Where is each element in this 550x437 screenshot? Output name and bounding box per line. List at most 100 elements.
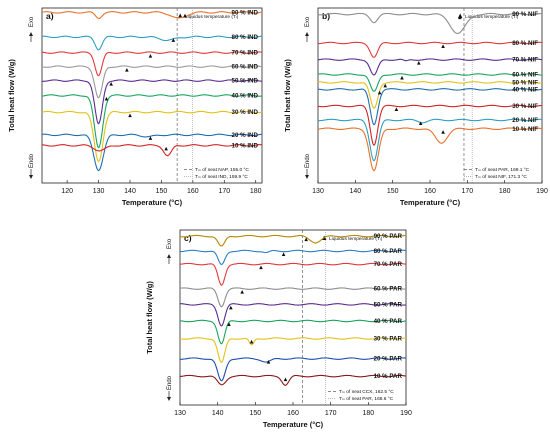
x-tick-label: 140 <box>212 410 224 417</box>
x-tick-label: 190 <box>536 188 548 195</box>
series-line <box>179 374 407 386</box>
liquidus-legend-label: Liquidus temperature (Tₗ) <box>329 236 383 242</box>
series-label: 10 % IND <box>232 142 259 149</box>
y-axis-label: Total heat flow (W/g) <box>145 281 154 354</box>
x-tick-label: 160 <box>424 188 436 195</box>
endo-arrow-icon <box>305 175 309 179</box>
series-line <box>318 81 543 109</box>
liquidus-legend-label: Liquidus temperature (Tₗ) <box>185 14 239 20</box>
liquidus-marker <box>171 38 176 42</box>
series-line <box>317 73 543 92</box>
series-line <box>180 357 406 382</box>
liquidus-marker <box>441 130 445 134</box>
liquidus-marker <box>229 305 233 310</box>
series-line <box>318 118 543 162</box>
liquidus-marker <box>458 15 462 20</box>
series-line <box>179 319 407 345</box>
plot-frame <box>41 7 263 184</box>
plot-frame <box>317 7 543 184</box>
reference-legend-label: Tₘ of neat NAP, 155.0 °C <box>195 167 249 173</box>
series-line <box>317 41 543 58</box>
panel-label: b) <box>322 11 330 21</box>
liquidus-marker <box>266 360 271 364</box>
reference-legend-label: Tₘ of neat CCX, 162.5 °C <box>339 389 394 395</box>
liquidus-marker <box>104 96 109 101</box>
endo-arrow-icon <box>29 175 33 179</box>
liquidus-marker-icon <box>178 13 183 18</box>
series-label: 40 % IND <box>232 93 259 100</box>
series-label: 30 % PAR <box>374 336 403 343</box>
x-tick-label: 170 <box>461 188 473 195</box>
series-line <box>41 110 263 163</box>
liquidus-marker <box>128 113 132 118</box>
chart-svg-a: 120 130 140 150 160 170 180 Temperature (°C) Tot… <box>7 7 263 207</box>
series-label: 90 % IND <box>232 9 259 16</box>
x-axis-label: Temperature (°C) <box>122 198 183 207</box>
series-line <box>179 337 407 363</box>
x-axis-label: Temperature (°C) <box>263 420 324 429</box>
x-tick-label: 180 <box>250 188 262 195</box>
series-line <box>179 287 407 308</box>
endo-arrow-icon <box>167 397 171 401</box>
liquidus-legend-label: Liquidus temperature (Tₗ) <box>465 14 519 20</box>
liquidus-marker <box>281 252 286 256</box>
series-line <box>42 35 262 51</box>
plot-frame <box>179 229 407 406</box>
series-label: 60 % PAR <box>374 286 403 293</box>
series-label: 30 % IND <box>232 109 259 116</box>
exo-arrow-icon <box>167 254 171 258</box>
liquidus-marker <box>148 136 153 140</box>
chart-panel-c: 130 140 150 160 170 180 190 Temperature (°C) Tot… <box>138 222 414 437</box>
liquidus-marker <box>227 322 231 326</box>
x-tick-label: 160 <box>287 410 299 417</box>
liquidus-marker <box>148 54 153 58</box>
exo-arrow-icon <box>29 32 33 36</box>
x-tick-label: 130 <box>93 188 105 195</box>
x-tick-label: 180 <box>499 188 511 195</box>
series-line <box>41 11 263 20</box>
series-label: 50 % IND <box>232 78 259 85</box>
y-axis-label: Total heat flow (W/g) <box>283 59 292 132</box>
series-line <box>317 12 543 34</box>
reference-legend-label: Tₘ of neat NIF, 171.3 °C <box>475 174 527 180</box>
endo-label: Endo <box>305 153 311 168</box>
reference-legend-label: Tₘ of neat PAR, 169.1 °C <box>475 167 530 173</box>
liquidus-marker <box>109 82 113 86</box>
x-tick-label: 150 <box>249 410 261 417</box>
liquidus-marker <box>259 265 263 270</box>
liquidus-marker <box>125 68 129 72</box>
panel-label: a) <box>46 11 54 21</box>
series-line <box>41 65 263 99</box>
series-label: 40 % NIF <box>512 86 538 93</box>
x-tick-label: 130 <box>312 188 324 195</box>
series-line <box>41 144 263 157</box>
liquidus-marker <box>304 237 308 242</box>
series-label: 50 % NIF <box>512 79 538 86</box>
series-line <box>42 79 263 125</box>
x-tick-label: 140 <box>349 188 361 195</box>
exo-label: Exo <box>29 16 35 27</box>
series-label: 20 % NIF <box>512 117 538 124</box>
x-axis-label: Temperature (°C) <box>400 198 461 207</box>
liquidus-marker <box>417 61 421 65</box>
series-line <box>179 249 407 265</box>
series-line <box>41 133 263 172</box>
liquidus-marker <box>283 377 288 382</box>
exo-label: Exo <box>167 238 173 249</box>
x-tick-label: 190 <box>400 410 412 417</box>
series-label: 20 % PAR <box>374 356 403 363</box>
x-tick-label: 160 <box>187 188 199 195</box>
reference-legend-label: Tₘ of neat IND, 159.9 °C <box>195 174 248 180</box>
series-line <box>41 51 263 77</box>
x-tick-label: 150 <box>387 188 399 195</box>
series-line <box>179 262 407 286</box>
series-line <box>179 234 407 247</box>
x-tick-label: 170 <box>325 410 337 417</box>
series-label: 20 % IND <box>232 132 259 139</box>
exo-arrow-icon <box>305 32 309 36</box>
series-label: 30 % NIF <box>512 103 538 110</box>
series-label: 70 % PAR <box>374 261 403 268</box>
series-label: 50 % PAR <box>374 301 403 308</box>
liquidus-marker <box>418 121 423 125</box>
series-label: 70 % NIF <box>512 57 538 64</box>
